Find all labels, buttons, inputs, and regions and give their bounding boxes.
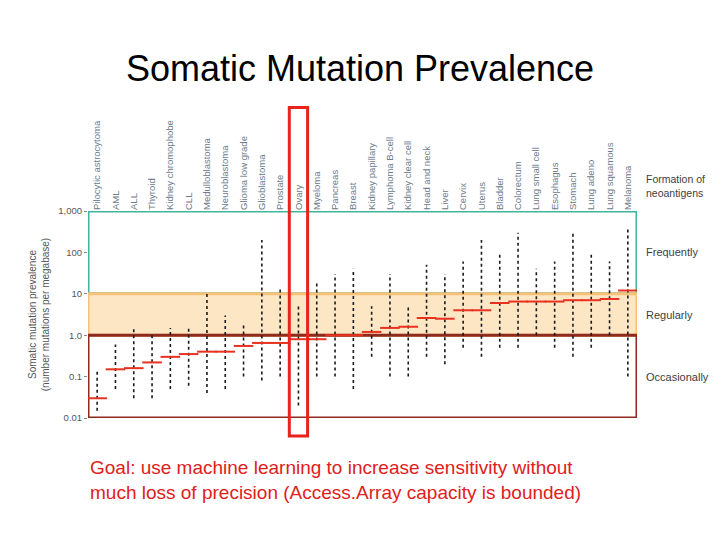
- svg-text:Pilocytic astrocytoma: Pilocytic astrocytoma: [91, 120, 102, 210]
- svg-text:Lung adeno: Lung adeno: [585, 160, 596, 210]
- svg-text:Occasionally: Occasionally: [646, 371, 709, 383]
- svg-text:Cervix: Cervix: [457, 183, 468, 210]
- svg-text:Frequently: Frequently: [646, 246, 698, 258]
- svg-text:1,000: 1,000: [58, 205, 82, 216]
- svg-text:10: 10: [72, 288, 83, 299]
- svg-text:Formation ofneoantigens: Formation ofneoantigens: [646, 173, 705, 199]
- svg-text:CLL: CLL: [183, 193, 194, 210]
- svg-text:Lung small cell: Lung small cell: [530, 147, 541, 210]
- svg-text:Esophagus: Esophagus: [549, 162, 560, 210]
- svg-text:Pancreas: Pancreas: [329, 170, 340, 210]
- svg-text:Kidney papillary: Kidney papillary: [366, 143, 377, 210]
- svg-text:Medulloblastoma: Medulloblastoma: [201, 137, 212, 210]
- svg-text:Head and neck: Head and neck: [421, 146, 432, 210]
- svg-text:Kidney chromophobe: Kidney chromophobe: [164, 120, 175, 210]
- svg-text:Breast: Breast: [347, 182, 358, 210]
- svg-text:AML: AML: [110, 190, 121, 210]
- svg-text:ALL: ALL: [128, 193, 139, 210]
- svg-text:Somatic mutation prevalence(nu: Somatic mutation prevalence(number mutat…: [27, 238, 51, 391]
- svg-text:Kidney clear cell: Kidney clear cell: [402, 141, 413, 210]
- svg-text:Regularly: Regularly: [646, 309, 693, 321]
- svg-text:0.01: 0.01: [64, 412, 83, 423]
- svg-text:Stomach: Stomach: [567, 173, 578, 211]
- svg-text:Uterus: Uterus: [476, 182, 487, 210]
- svg-text:Bladder: Bladder: [494, 177, 505, 210]
- svg-text:Colorectum: Colorectum: [512, 161, 523, 210]
- svg-text:Liver: Liver: [439, 189, 450, 210]
- svg-text:100: 100: [66, 247, 82, 258]
- svg-text:Somatic Mutation Prevalence: Somatic Mutation Prevalence: [126, 48, 594, 89]
- svg-text:Prostate: Prostate: [274, 175, 285, 210]
- svg-text:Neuroblastoma: Neuroblastoma: [219, 145, 230, 210]
- svg-text:Thyroid: Thyroid: [146, 178, 157, 210]
- svg-text:Ovary: Ovary: [293, 184, 304, 210]
- svg-text:0.1: 0.1: [69, 371, 82, 382]
- svg-text:1.0: 1.0: [69, 330, 82, 341]
- svg-text:Lymphoma B-cell: Lymphoma B-cell: [384, 137, 395, 210]
- svg-text:Goal: use machine learning to: Goal: use machine learning to increase s…: [90, 457, 581, 503]
- svg-text:Lung squamous: Lung squamous: [604, 142, 615, 210]
- svg-text:Melanoma: Melanoma: [622, 165, 633, 210]
- svg-text:Myeloma: Myeloma: [311, 171, 322, 210]
- svg-text:Glioma low grade: Glioma low grade: [238, 136, 249, 210]
- svg-text:Glioblastoma: Glioblastoma: [256, 154, 267, 210]
